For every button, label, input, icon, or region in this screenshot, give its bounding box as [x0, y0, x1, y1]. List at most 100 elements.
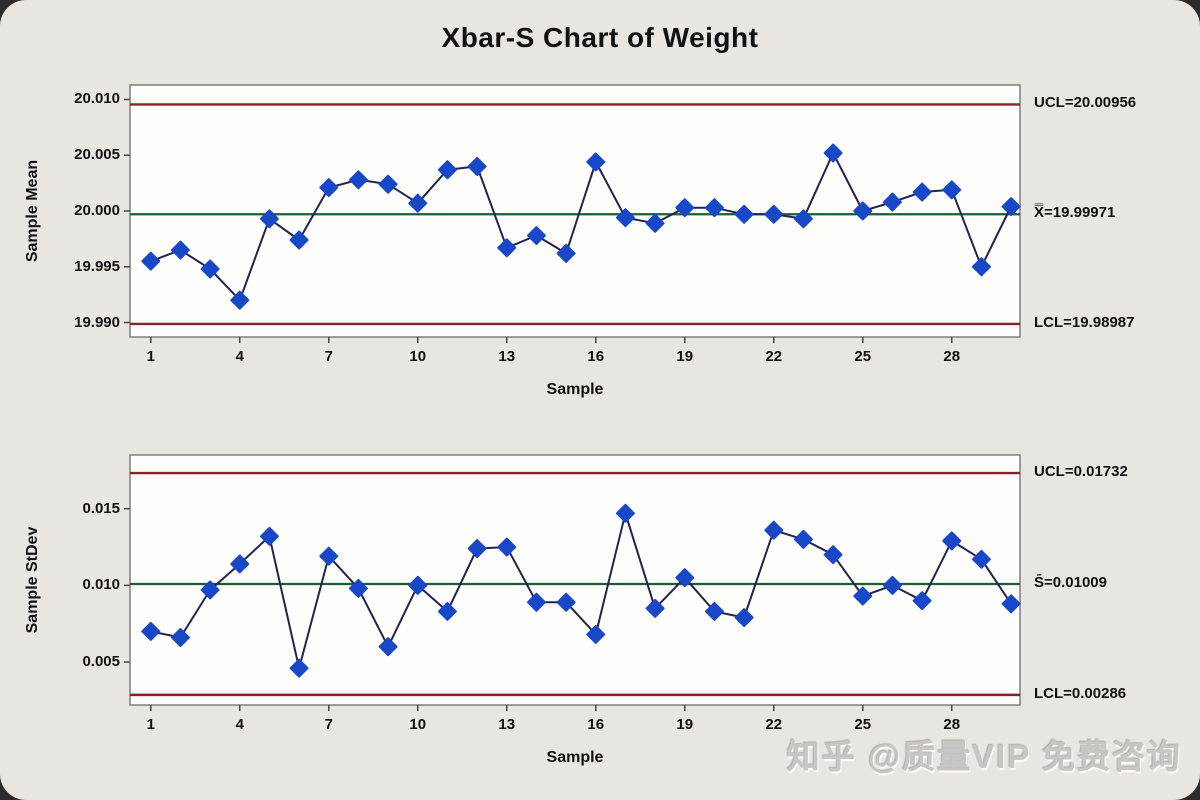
data-point-marker [734, 204, 754, 224]
x-tick-label: 19 [676, 716, 694, 733]
data-point-marker [615, 208, 635, 228]
data-point-marker [230, 554, 250, 574]
data-point-marker [259, 209, 279, 229]
x-tick-label: 25 [854, 348, 872, 365]
data-point-marker [704, 198, 724, 218]
data-point-marker [912, 591, 932, 611]
data-point-marker [734, 608, 754, 628]
x-tick-label: 10 [409, 716, 427, 733]
data-point-marker [437, 160, 457, 180]
y-tick-label: 0.015 [82, 499, 120, 517]
data-point-marker [408, 193, 428, 213]
plot-area [129, 454, 1021, 706]
data-point-marker [408, 575, 428, 595]
x-tick-label: 22 [765, 348, 783, 365]
data-point-marker [141, 251, 161, 271]
data-point-marker [793, 529, 813, 549]
data-point-marker [793, 209, 813, 229]
data-point-marker [348, 170, 368, 190]
data-point-marker [912, 182, 932, 202]
plot-area [129, 84, 1021, 338]
series-line [150, 512, 1012, 670]
x-axis-title: Sample [546, 749, 604, 766]
data-point-marker [259, 526, 279, 546]
center-line-label: X̿=19.99971 [1034, 204, 1116, 222]
data-point-marker [764, 520, 784, 540]
x-tick-label: 13 [498, 716, 516, 733]
data-point-marker [853, 586, 873, 606]
x-tick-label: 16 [587, 348, 605, 365]
data-point-marker [645, 598, 665, 618]
data-point-marker [586, 624, 606, 644]
data-point-marker [170, 240, 190, 260]
x-axis-title: Sample [546, 381, 604, 398]
data-point-marker [645, 213, 665, 233]
data-point-marker [971, 257, 991, 277]
x-tick-label: 16 [587, 716, 605, 733]
data-point-marker [556, 243, 576, 263]
y-tick-label: 19.990 [74, 313, 120, 331]
data-point-marker [882, 192, 902, 212]
series-line [150, 152, 1012, 302]
x-tick-label: 28 [943, 348, 961, 365]
center-line-label: S̄=0.01009 [1034, 573, 1107, 591]
data-point-marker [378, 637, 398, 657]
lcl-label: LCL=19.98987 [1034, 313, 1135, 331]
y-axis-title: Sample StDev [24, 526, 41, 634]
data-point-marker [615, 503, 635, 523]
data-point-marker [319, 546, 339, 566]
data-point-marker [526, 592, 546, 612]
data-point-marker [467, 156, 487, 176]
watermark: 知乎 @质量VIP 免费咨询 [786, 738, 1182, 775]
data-point-marker [497, 537, 517, 557]
data-point-marker [823, 545, 843, 565]
data-point-marker [971, 549, 991, 569]
data-point-marker [467, 539, 487, 559]
data-point-marker [764, 204, 784, 224]
y-tick-label: 20.005 [74, 146, 120, 164]
data-point-marker [882, 575, 902, 595]
y-tick-label: 0.005 [82, 653, 120, 671]
data-point-marker [437, 601, 457, 621]
x-tick-label: 10 [409, 348, 427, 365]
x-tick-label: 1 [146, 348, 155, 365]
data-point-marker [1001, 197, 1021, 217]
data-point-marker [141, 621, 161, 641]
ucl-label: UCL=20.00956 [1034, 94, 1137, 112]
data-point-marker [704, 601, 724, 621]
ucl-label: UCL=0.01732 [1034, 463, 1128, 481]
data-point-marker [556, 592, 576, 612]
x-tick-label: 19 [676, 348, 694, 365]
page-title: Xbar-S Chart of Weight [441, 22, 759, 53]
x-tick-label: 13 [498, 348, 516, 365]
y-tick-label: 19.995 [74, 257, 120, 275]
x-tick-label: 4 [235, 348, 244, 365]
data-point-marker [586, 152, 606, 172]
data-point-marker [942, 180, 962, 200]
x-tick-label: 22 [765, 716, 783, 733]
data-point-marker [200, 580, 220, 600]
data-point-marker [853, 201, 873, 221]
data-point-marker [289, 658, 309, 678]
data-point-marker [823, 143, 843, 163]
data-point-marker [526, 226, 546, 246]
data-point-marker [378, 174, 398, 194]
y-tick-label: 0.010 [82, 576, 120, 594]
x-tick-label: 7 [324, 716, 333, 733]
data-point-marker [497, 238, 517, 258]
data-point-marker [200, 259, 220, 279]
data-point-marker [230, 290, 250, 310]
x-tick-label: 7 [324, 348, 333, 365]
x-tick-label: 4 [235, 716, 244, 733]
data-point-marker [289, 230, 309, 250]
data-point-marker [319, 178, 339, 198]
x-tick-label: 1 [146, 716, 155, 733]
y-tick-label: 20.000 [74, 202, 120, 219]
y-axis-title: Sample Mean [24, 159, 41, 263]
data-point-marker [348, 578, 368, 598]
data-point-marker [1001, 594, 1021, 614]
